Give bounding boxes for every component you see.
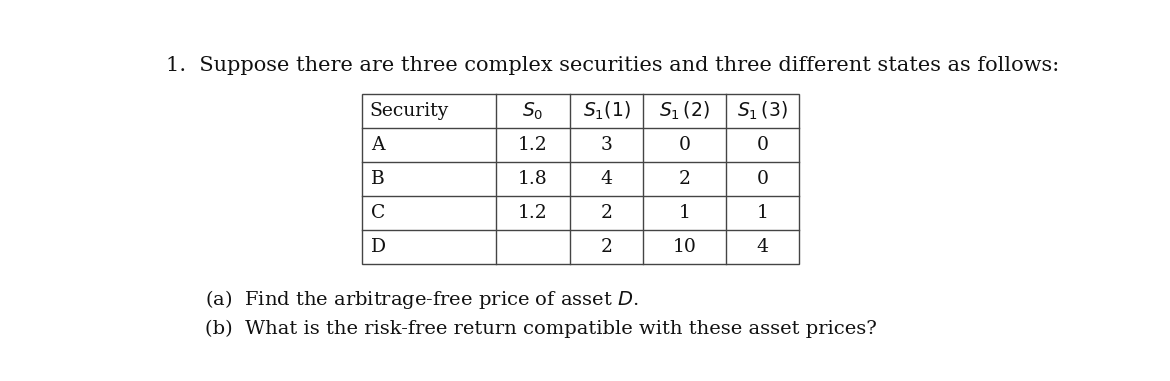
Text: 0: 0 [756,136,769,154]
Text: 4: 4 [600,170,613,188]
Text: (a)  Find the arbitrage-free price of asset $D$.: (a) Find the arbitrage-free price of ass… [205,288,639,311]
Text: A: A [371,136,385,154]
Text: 0: 0 [756,170,769,188]
Text: 10: 10 [673,238,696,256]
Text: $S_1\,(2)$: $S_1\,(2)$ [659,100,710,122]
Text: 3: 3 [600,136,612,154]
Text: B: B [371,170,385,188]
Text: 2: 2 [679,170,690,188]
Text: 2: 2 [600,238,613,256]
Text: $S_1(1)$: $S_1(1)$ [583,100,631,122]
Text: 2: 2 [600,204,613,222]
Text: 1: 1 [679,204,690,222]
Text: 0: 0 [679,136,690,154]
Text: 1.  Suppose there are three complex securities and three different states as fol: 1. Suppose there are three complex secur… [166,56,1060,75]
Text: Security: Security [370,102,448,120]
Text: 1.2: 1.2 [518,136,548,154]
Text: $S_0$: $S_0$ [522,101,544,122]
Text: 1.8: 1.8 [518,170,548,188]
Text: D: D [371,238,386,256]
Text: 4: 4 [756,238,769,256]
Text: C: C [371,204,385,222]
Text: 1: 1 [756,204,769,222]
Text: (b)  What is the risk-free return compatible with these asset prices?: (b) What is the risk-free return compati… [205,320,878,338]
Text: 1.2: 1.2 [518,204,548,222]
Text: $S_1\,(3)$: $S_1\,(3)$ [737,100,787,122]
